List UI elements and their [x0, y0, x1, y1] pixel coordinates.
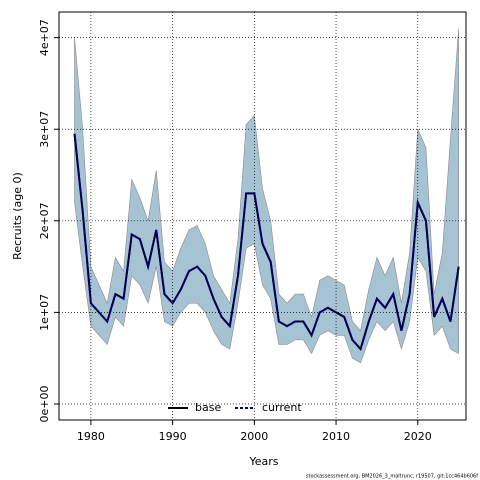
- x-axis-label: Years: [248, 455, 278, 468]
- y-tick-label: 3e+07: [38, 111, 51, 148]
- y-tick-label: 0e+00: [38, 385, 51, 422]
- y-tick-label: 2e+07: [38, 202, 51, 239]
- y-axis-label: Recruits (age 0): [11, 172, 24, 260]
- x-tick-label: 2010: [322, 430, 350, 443]
- legend-label: current: [262, 401, 302, 414]
- series-line: [73, 133, 460, 352]
- plot-frame: [58, 11, 467, 421]
- x-tick-label: 2000: [240, 430, 268, 443]
- legend-label: base: [195, 401, 221, 414]
- x-tick-label: 1990: [159, 430, 187, 443]
- footer: stockassessment.org, BM2026_3_maltrunc, …: [306, 474, 478, 480]
- x-tick-label: 1980: [77, 430, 105, 443]
- x-tick-label: 2020: [404, 430, 432, 443]
- y-tick-label: 1e+07: [38, 294, 51, 331]
- y-tick-label: 4e+07: [38, 19, 51, 56]
- confidence-band: [74, 28, 459, 364]
